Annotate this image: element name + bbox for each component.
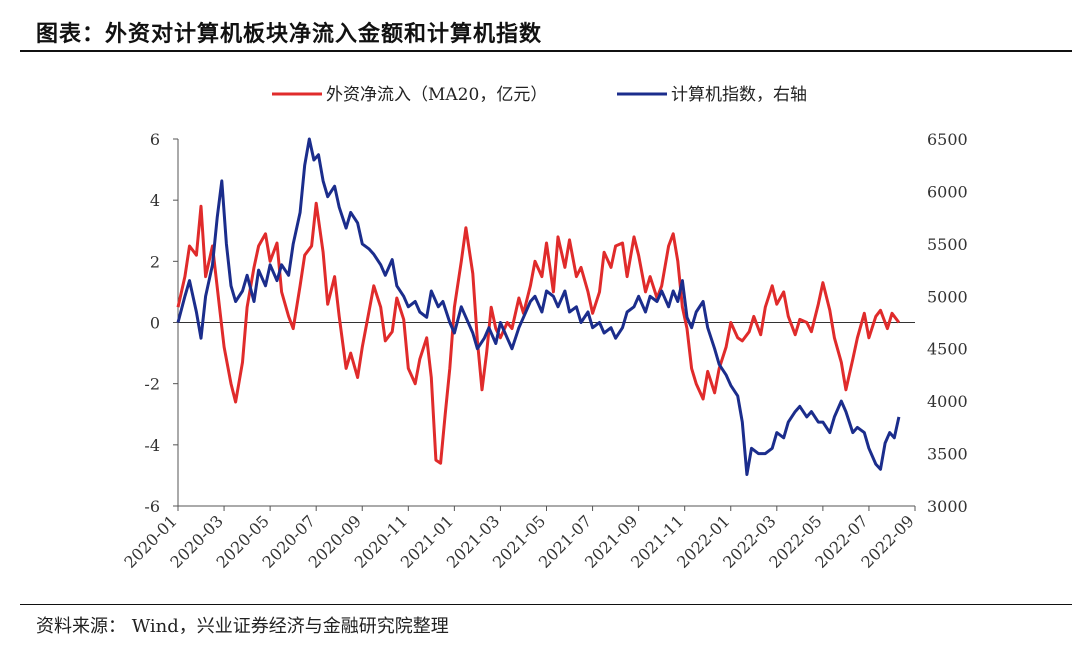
chart-series <box>176 137 901 476</box>
left-y-tick-label: 0 <box>150 314 160 333</box>
title-rule <box>20 50 1072 52</box>
left-y-tick-label: 6 <box>150 130 160 149</box>
right-y-tick-label: 3000 <box>927 497 968 516</box>
left-y-tick-label: 4 <box>150 191 160 210</box>
right-y-tick-label: 5000 <box>927 287 968 306</box>
chart-legend: 外资净流入（MA20，亿元） 计算机指数，右轴 <box>272 85 807 105</box>
right-y-tick-label: 4000 <box>927 392 968 411</box>
right-y-tick-label: 4500 <box>927 340 968 359</box>
left-y-tick-label: 2 <box>150 252 160 271</box>
foreign-inflow-line <box>176 201 901 465</box>
source-note: 资料来源： Wind，兴业证券经济与金融研究院整理 <box>36 616 449 637</box>
computer-index-line <box>176 137 901 476</box>
legend-label-foreign: 外资净流入（MA20，亿元） <box>326 85 547 105</box>
source-rule <box>20 604 1072 605</box>
right-y-tick-label: 3500 <box>927 445 968 464</box>
right-y-tick-label: 5500 <box>927 235 968 254</box>
right-y-tick-label: 6500 <box>927 130 968 149</box>
dual-axis-line-chart: 外资净流入（MA20，亿元） 计算机指数，右轴 -6 -4 -2 0 2 4 6 3000 350… <box>120 85 967 572</box>
left-y-tick-label: -4 <box>144 436 160 455</box>
page-title: 图表：外资对计算机板块净流入金额和计算机指数 <box>36 22 543 47</box>
right-y-tick-label: 6000 <box>927 182 968 201</box>
chart-axes: -6 -4 -2 0 2 4 6 3000 3500 4000 4500 5000 5500 6000 65… <box>120 130 967 572</box>
left-y-tick-label: -2 <box>144 375 160 394</box>
left-y-tick-label: -6 <box>144 497 160 516</box>
legend-label-index: 计算机指数，右轴 <box>671 85 807 105</box>
